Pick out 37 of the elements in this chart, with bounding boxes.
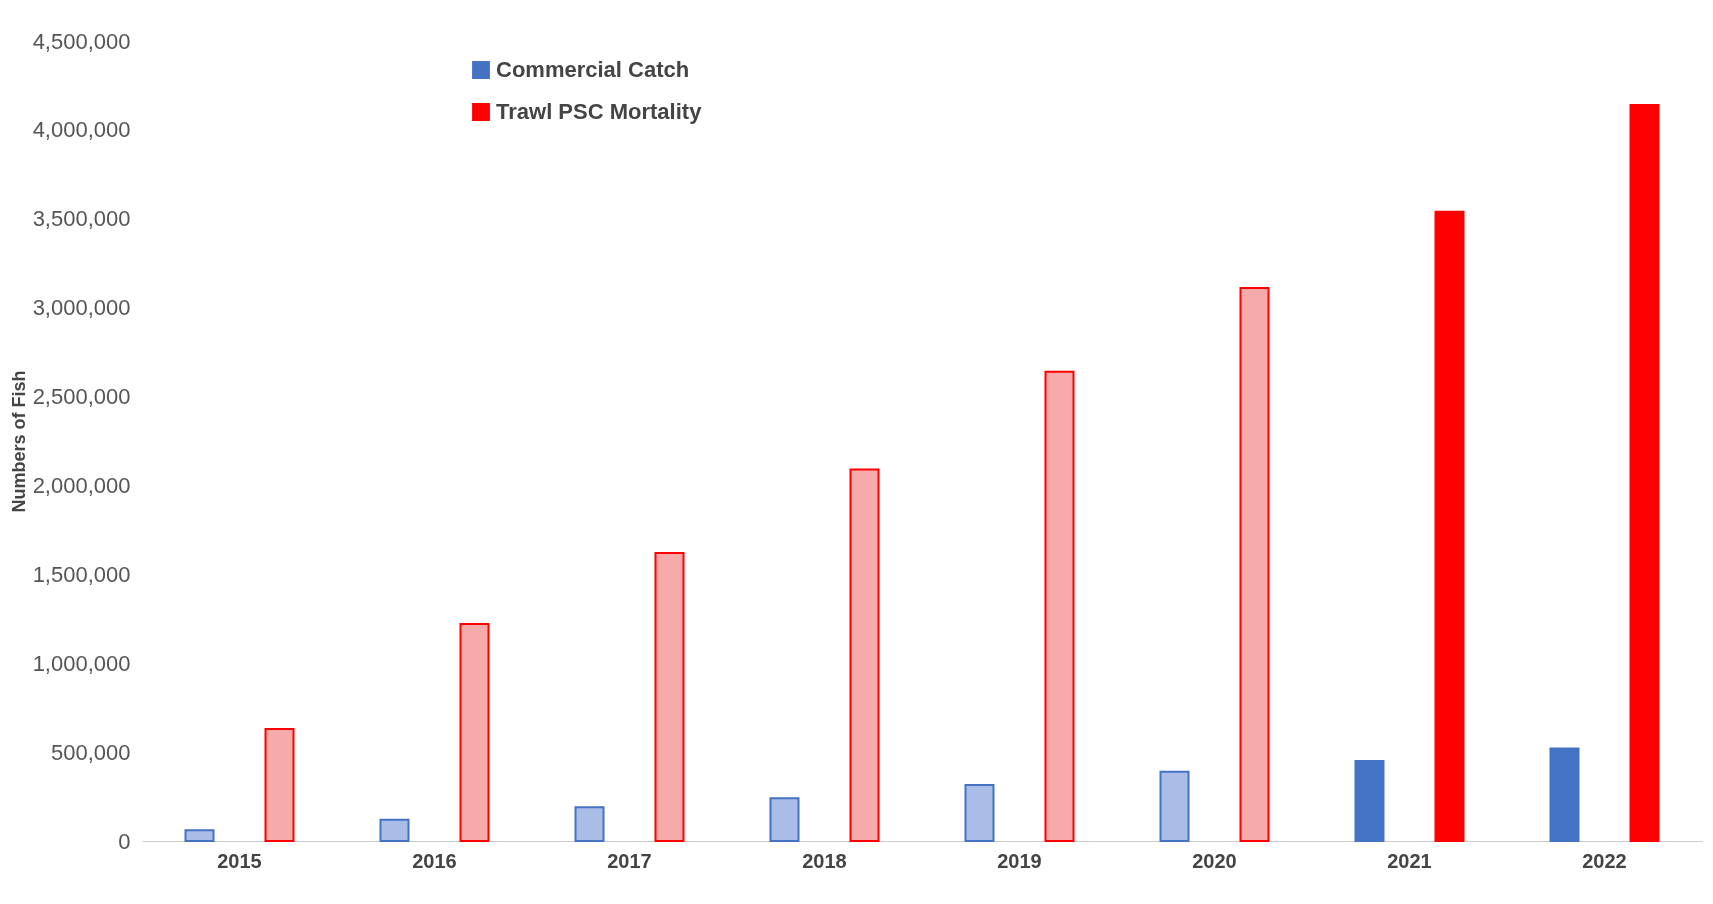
bar [769, 797, 800, 842]
legend-label: Trawl PSC Mortality [496, 99, 703, 124]
x-tick-label: 2019 [997, 849, 1042, 872]
x-tick-label: 2020 [1192, 849, 1237, 872]
bar [849, 468, 880, 842]
bar [574, 806, 605, 842]
y-tick-label: 2,500,000 [32, 384, 131, 410]
bar [1044, 370, 1075, 842]
y-tick-label: 3,000,000 [32, 295, 131, 321]
x-tick-label: 2018 [802, 849, 847, 872]
y-tick-label: 4,000,000 [32, 117, 131, 143]
bar [1354, 760, 1385, 842]
x-tick-label: 2017 [607, 849, 652, 872]
bar [964, 784, 995, 842]
y-tick-label: 1,500,000 [32, 561, 131, 587]
bar [379, 818, 410, 842]
y-tick-label: 3,500,000 [32, 206, 131, 232]
bar [1629, 104, 1660, 842]
y-tick-label: 0 [118, 828, 131, 854]
bar [1434, 210, 1465, 842]
bar [264, 728, 295, 842]
y-axis-title: Numbers of Fish [8, 370, 29, 513]
bar [184, 829, 215, 842]
legend-label: Commercial Catch [496, 57, 690, 82]
y-tick-label: 2,000,000 [32, 472, 131, 498]
bar [1549, 747, 1580, 842]
y-tick-label: 4,500,000 [32, 28, 131, 54]
bar [1239, 287, 1270, 842]
x-tick-label: 2021 [1387, 849, 1432, 872]
y-tick-label: 1,000,000 [32, 650, 131, 676]
x-tick-label: 2022 [1582, 849, 1627, 872]
x-tick-label: 2016 [412, 849, 457, 872]
bar [1159, 770, 1190, 842]
y-tick-label: 500,000 [50, 739, 131, 765]
bar [459, 623, 490, 842]
bar [654, 552, 685, 842]
x-tick-label: 2015 [217, 849, 262, 872]
